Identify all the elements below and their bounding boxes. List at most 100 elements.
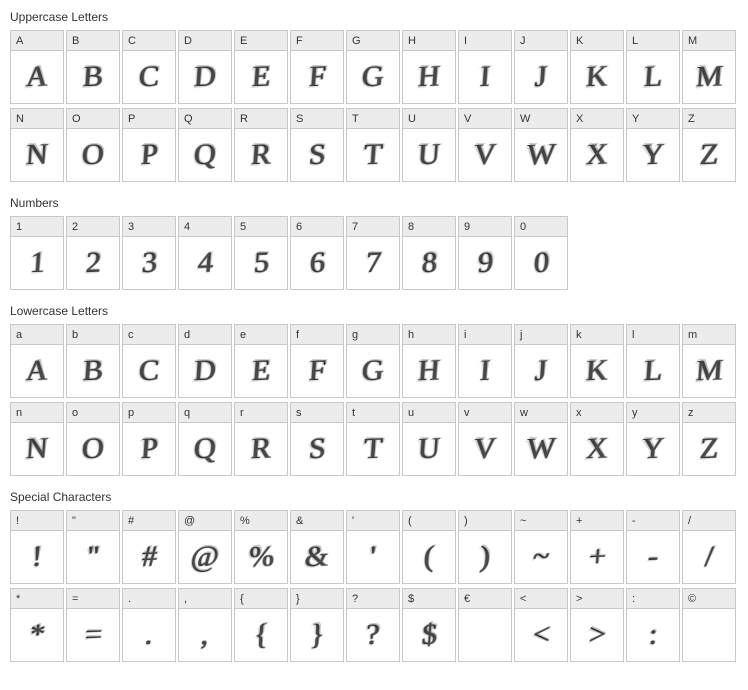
glyph-preview: T xyxy=(347,129,399,181)
glyph-preview: R xyxy=(235,129,287,181)
glyph: Z xyxy=(699,140,719,171)
glyph-label: + xyxy=(571,511,623,531)
glyph-cell: BB xyxy=(66,30,120,104)
glyph-preview: U xyxy=(403,129,455,181)
glyph: 3 xyxy=(140,248,157,279)
glyph-preview: W xyxy=(515,423,567,475)
glyph-label: : xyxy=(627,589,679,609)
glyph: O xyxy=(81,140,105,171)
glyph-cell: TT xyxy=(346,108,400,182)
glyph-cell: jJ xyxy=(514,324,568,398)
glyph-label: 0 xyxy=(515,217,567,237)
glyph-cell: 66 xyxy=(290,216,344,290)
glyph: 6 xyxy=(308,248,325,279)
glyph-preview: W xyxy=(515,129,567,181)
glyph-cell: gG xyxy=(346,324,400,398)
section: Uppercase LettersAABBCCDDEEFFGGHHIIJJKKL… xyxy=(10,10,738,182)
glyph: M xyxy=(695,62,724,93)
glyph: J xyxy=(534,356,548,386)
glyph-preview xyxy=(459,609,511,661)
glyph-cell: oO xyxy=(66,402,120,476)
glyph-preview: & xyxy=(291,531,343,583)
glyph-preview: 3 xyxy=(123,237,175,289)
glyph-label: a xyxy=(11,325,63,345)
glyph-cell: 44 xyxy=(178,216,232,290)
glyph-label: 8 xyxy=(403,217,455,237)
glyph: = xyxy=(83,620,102,651)
glyph-cell: {{ xyxy=(234,588,288,662)
glyph-cell: iI xyxy=(458,324,512,398)
glyph: K xyxy=(585,356,609,387)
glyph-row: nNoOpPqQrRsStTuUvVwWxXyYzZ xyxy=(10,402,738,476)
glyph: S xyxy=(308,140,327,171)
glyph-preview: / xyxy=(683,531,735,583)
glyph: P xyxy=(140,140,159,171)
glyph-label: v xyxy=(459,403,511,423)
glyph-preview: V xyxy=(459,423,511,475)
glyph-cell: © xyxy=(682,588,736,662)
glyph-label: z xyxy=(683,403,735,423)
glyph: N xyxy=(25,140,49,171)
glyph-label: * xyxy=(11,589,63,609)
glyph-cell: WW xyxy=(514,108,568,182)
glyph: D xyxy=(193,62,217,93)
glyph-preview: ? xyxy=(347,609,399,661)
glyph-label: ( xyxy=(403,511,455,531)
glyph: G xyxy=(361,62,385,93)
glyph-label: h xyxy=(403,325,455,345)
glyph: ! xyxy=(31,542,43,572)
glyph-label: V xyxy=(459,109,511,129)
glyph-label: u xyxy=(403,403,455,423)
section: Numbers11223344556677889900 xyxy=(10,196,738,290)
glyph-preview: L xyxy=(627,51,679,103)
glyph-cell: 55 xyxy=(234,216,288,290)
glyph-cell: ++ xyxy=(570,510,624,584)
glyph-preview xyxy=(683,609,735,661)
glyph: X xyxy=(585,140,609,171)
glyph: { xyxy=(253,620,270,650)
glyph-preview: + xyxy=(571,531,623,583)
glyph-cell: QQ xyxy=(178,108,232,182)
glyph-preview: 7 xyxy=(347,237,399,289)
glyph-preview: C xyxy=(123,51,175,103)
glyph-preview: J xyxy=(515,345,567,397)
glyph-cell: SS xyxy=(290,108,344,182)
glyph-row: **==..,,{{}}??$$€ <<>>::© xyxy=(10,588,738,662)
glyph-cell: .. xyxy=(122,588,176,662)
glyph-label: ~ xyxy=(515,511,567,531)
glyph: < xyxy=(531,620,550,651)
glyph-preview: N xyxy=(11,423,63,475)
glyph-preview: = xyxy=(67,609,119,661)
glyph-preview: I xyxy=(459,345,511,397)
glyph-label: A xyxy=(11,31,63,51)
glyph-label: y xyxy=(627,403,679,423)
glyph-cell: 33 xyxy=(122,216,176,290)
font-character-map: Uppercase LettersAABBCCDDEEFFGGHHIIJJKKL… xyxy=(10,10,738,662)
glyph-label: F xyxy=(291,31,343,51)
glyph-label: L xyxy=(627,31,679,51)
glyph-preview: S xyxy=(291,129,343,181)
glyph-cell: 88 xyxy=(402,216,456,290)
glyph-label: w xyxy=(515,403,567,423)
glyph-preview: . xyxy=(123,609,175,661)
glyph-cell: FF xyxy=(290,30,344,104)
glyph-label: c xyxy=(123,325,175,345)
glyph: / xyxy=(704,542,714,572)
glyph: I xyxy=(479,62,491,92)
glyph-label: & xyxy=(291,511,343,531)
glyph-cell: kK xyxy=(570,324,624,398)
glyph-cell: wW xyxy=(514,402,568,476)
glyph-preview: K xyxy=(571,345,623,397)
glyph-label: O xyxy=(67,109,119,129)
glyph-label: l xyxy=(627,325,679,345)
glyph-preview: : xyxy=(627,609,679,661)
glyph-preview: A xyxy=(11,51,63,103)
glyph-cell: xX xyxy=(570,402,624,476)
glyph: Y xyxy=(641,140,665,171)
glyph-label: R xyxy=(235,109,287,129)
glyph: Q xyxy=(193,434,217,465)
glyph-row: aAbBcCdDeEfFgGhHiIjJkKlLmM xyxy=(10,324,738,398)
glyph-preview: M xyxy=(683,51,735,103)
glyph-label: ) xyxy=(459,511,511,531)
glyph-label: S xyxy=(291,109,343,129)
